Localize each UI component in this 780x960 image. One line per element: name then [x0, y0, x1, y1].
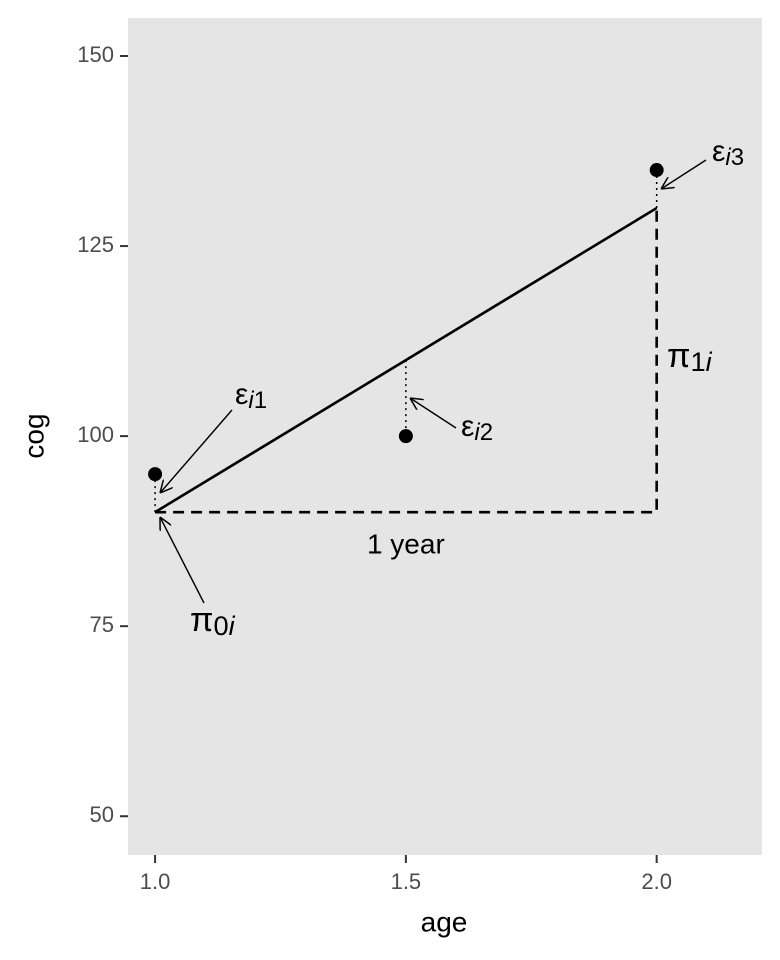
annotation-subscript: 2 — [480, 419, 493, 446]
y-tick-label: 125 — [77, 232, 114, 257]
annotation-subscript: i — [725, 144, 731, 171]
panel — [128, 18, 762, 855]
annotation-subscript: 1 — [690, 346, 705, 377]
change-path — [155, 208, 658, 514]
annotation-arrow — [160, 517, 205, 604]
annotation-subscript: 1 — [254, 387, 267, 414]
annotation-arrow — [160, 409, 233, 493]
y-axis-title: cog — [18, 413, 49, 458]
annotation-subscript: 3 — [731, 144, 744, 171]
x-axis-title: age — [421, 906, 468, 937]
annotation-symbol: π — [667, 337, 690, 375]
x-tick-label: 1.0 — [140, 869, 171, 894]
fitted-line — [154, 206, 658, 514]
annotation-arrow — [410, 398, 457, 429]
point — [649, 163, 664, 178]
annotation-subscript: i — [248, 387, 254, 414]
x-tick-label: 2.0 — [641, 869, 672, 894]
annotation: π0i — [190, 601, 236, 641]
annotation-subscript: i — [474, 419, 480, 446]
annotation-arrow — [661, 159, 707, 189]
annotation-symbol: ε — [712, 135, 725, 168]
point — [398, 429, 413, 444]
annotation: εi2 — [461, 410, 493, 446]
y-tick-label: 50 — [90, 802, 114, 827]
annotation-symbol: ε — [461, 410, 474, 443]
annotation: εi1 — [235, 378, 267, 414]
annotation-subscript: 0 — [213, 610, 228, 641]
point — [148, 467, 163, 482]
annotation-subscript: i — [706, 346, 713, 377]
y-tick-label: 75 — [90, 612, 114, 637]
annotation: εi3 — [712, 135, 744, 171]
y-tick-label: 150 — [77, 42, 114, 67]
annotation-symbol: ε — [235, 378, 248, 411]
annotation-symbol: π — [190, 601, 213, 639]
y-tick-label: 100 — [77, 422, 114, 447]
annotation-subscript: i — [229, 610, 236, 641]
x-tick-label: 1.5 — [391, 869, 422, 894]
annotation: π1i — [667, 337, 713, 377]
change-label: 1 year — [367, 529, 445, 560]
